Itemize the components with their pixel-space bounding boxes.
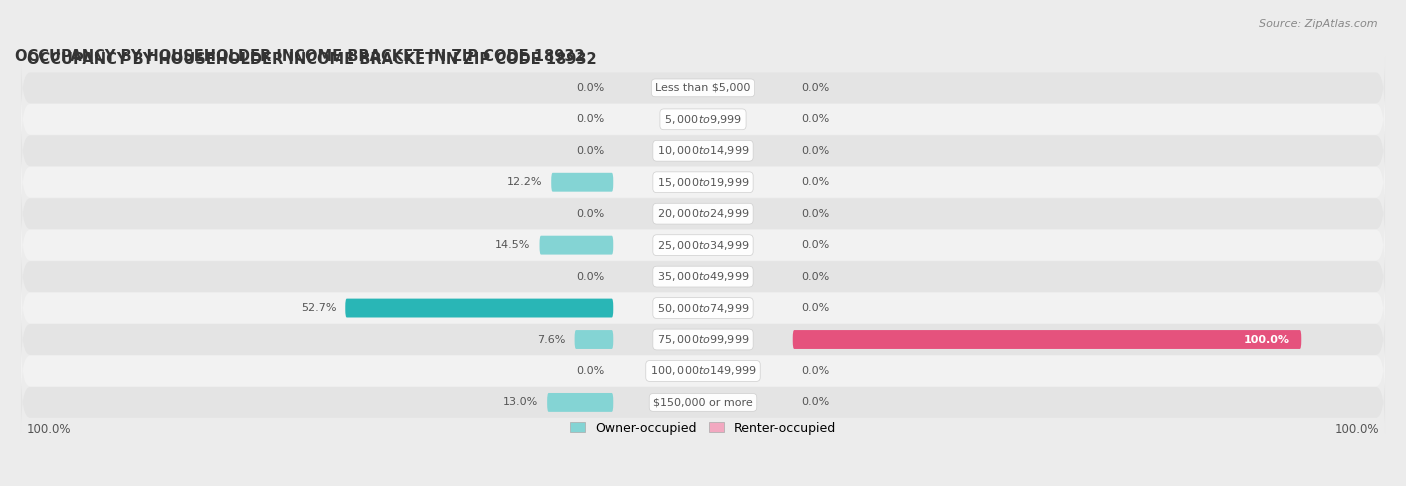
Text: 0.0%: 0.0% xyxy=(801,83,830,93)
Text: 14.5%: 14.5% xyxy=(495,240,530,250)
FancyBboxPatch shape xyxy=(547,393,613,412)
Text: OCCUPANCY BY HOUSEHOLDER INCOME BRACKET IN ZIP CODE 18932: OCCUPANCY BY HOUSEHOLDER INCOME BRACKET … xyxy=(27,52,596,68)
Text: 0.0%: 0.0% xyxy=(801,398,830,407)
Text: 0.0%: 0.0% xyxy=(576,366,605,376)
FancyBboxPatch shape xyxy=(21,213,1385,277)
Legend: Owner-occupied, Renter-occupied: Owner-occupied, Renter-occupied xyxy=(565,417,841,439)
FancyBboxPatch shape xyxy=(346,298,613,317)
Text: $150,000 or more: $150,000 or more xyxy=(654,398,752,407)
Text: $35,000 to $49,999: $35,000 to $49,999 xyxy=(657,270,749,283)
FancyBboxPatch shape xyxy=(21,87,1385,151)
Text: 0.0%: 0.0% xyxy=(576,208,605,219)
FancyBboxPatch shape xyxy=(551,173,613,191)
Text: 0.0%: 0.0% xyxy=(801,208,830,219)
FancyBboxPatch shape xyxy=(793,330,1302,349)
Text: 0.0%: 0.0% xyxy=(801,240,830,250)
Text: Less than $5,000: Less than $5,000 xyxy=(655,83,751,93)
Text: 0.0%: 0.0% xyxy=(576,83,605,93)
Text: $10,000 to $14,999: $10,000 to $14,999 xyxy=(657,144,749,157)
Text: $20,000 to $24,999: $20,000 to $24,999 xyxy=(657,207,749,220)
Text: 100.0%: 100.0% xyxy=(1334,423,1379,436)
Text: 0.0%: 0.0% xyxy=(576,114,605,124)
FancyBboxPatch shape xyxy=(21,151,1385,214)
Text: $50,000 to $74,999: $50,000 to $74,999 xyxy=(657,301,749,314)
Text: $15,000 to $19,999: $15,000 to $19,999 xyxy=(657,176,749,189)
Text: $75,000 to $99,999: $75,000 to $99,999 xyxy=(657,333,749,346)
FancyBboxPatch shape xyxy=(21,56,1385,120)
Text: $5,000 to $9,999: $5,000 to $9,999 xyxy=(664,113,742,126)
Text: 100.0%: 100.0% xyxy=(1243,334,1289,345)
FancyBboxPatch shape xyxy=(21,245,1385,309)
Text: 7.6%: 7.6% xyxy=(537,334,565,345)
FancyBboxPatch shape xyxy=(21,182,1385,245)
FancyBboxPatch shape xyxy=(21,119,1385,183)
FancyBboxPatch shape xyxy=(21,371,1385,434)
Text: 100.0%: 100.0% xyxy=(27,423,72,436)
Text: 0.0%: 0.0% xyxy=(801,114,830,124)
FancyBboxPatch shape xyxy=(21,308,1385,371)
Text: 13.0%: 13.0% xyxy=(503,398,538,407)
Text: $100,000 to $149,999: $100,000 to $149,999 xyxy=(650,364,756,378)
FancyBboxPatch shape xyxy=(21,276,1385,340)
Text: 0.0%: 0.0% xyxy=(801,303,830,313)
Text: 52.7%: 52.7% xyxy=(301,303,336,313)
Text: 0.0%: 0.0% xyxy=(801,177,830,187)
Text: 0.0%: 0.0% xyxy=(576,272,605,281)
Text: OCCUPANCY BY HOUSEHOLDER INCOME BRACKET IN ZIP CODE 18932: OCCUPANCY BY HOUSEHOLDER INCOME BRACKET … xyxy=(15,49,585,64)
Text: Source: ZipAtlas.com: Source: ZipAtlas.com xyxy=(1260,19,1378,30)
Text: 0.0%: 0.0% xyxy=(801,366,830,376)
FancyBboxPatch shape xyxy=(575,330,613,349)
FancyBboxPatch shape xyxy=(540,236,613,255)
Text: 0.0%: 0.0% xyxy=(801,272,830,281)
FancyBboxPatch shape xyxy=(21,339,1385,403)
Text: 12.2%: 12.2% xyxy=(506,177,543,187)
Text: 0.0%: 0.0% xyxy=(576,146,605,156)
Text: 0.0%: 0.0% xyxy=(801,146,830,156)
Text: $25,000 to $34,999: $25,000 to $34,999 xyxy=(657,239,749,252)
